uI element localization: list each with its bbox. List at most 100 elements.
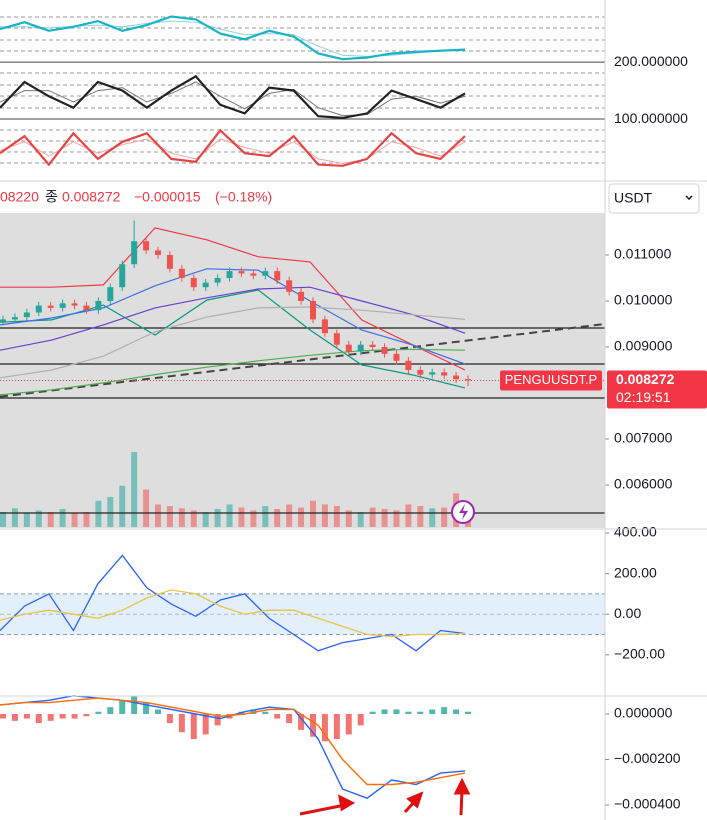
candle-body: [441, 372, 448, 376]
histogram-bar: [0, 713, 6, 719]
volume-bar: [441, 507, 448, 527]
currency-select[interactable]: USDT: [608, 183, 700, 214]
change-percent: (−0.18%): [215, 189, 272, 205]
candle-body: [0, 319, 6, 322]
y-tick-label: 200.000000: [614, 53, 688, 69]
series-line: [0, 697, 466, 786]
volume-bar: [23, 513, 30, 527]
series-line: [0, 74, 466, 120]
candle-body: [143, 241, 150, 251]
histogram-bar: [71, 713, 78, 719]
histogram-bar: [333, 713, 340, 740]
y-tick-label: 100.000000: [614, 110, 688, 126]
arrow-head: [338, 794, 356, 812]
histogram-bar: [405, 711, 412, 714]
histogram-bar: [155, 709, 161, 714]
volume-bar: [202, 512, 209, 527]
series-line: [0, 554, 466, 652]
volume-bar: [119, 485, 126, 527]
candle-body: [429, 372, 436, 375]
histogram-bar: [286, 713, 293, 724]
candle-body: [119, 264, 126, 288]
candle-body: [11, 317, 18, 320]
volume-bar: [274, 509, 281, 527]
volume-bar: [0, 512, 6, 527]
series-line: [0, 81, 466, 117]
histogram-bar: [357, 713, 364, 726]
currency-label[interactable]: USDT: [614, 190, 653, 206]
candle-body: [321, 319, 328, 334]
y-tick-label: 200.00: [614, 564, 657, 580]
candle-body: [369, 344, 376, 347]
histogram-bar: [95, 711, 102, 714]
y-tick-label: 0.000000: [614, 705, 673, 721]
symbol-tag: [500, 370, 602, 391]
candle-body: [381, 346, 388, 354]
volume-bar: [321, 504, 328, 527]
candle-body: [35, 305, 42, 313]
candle-body: [190, 277, 197, 288]
volume-bar: [298, 507, 305, 527]
volume-bar: [11, 508, 18, 527]
histogram-bar: [381, 709, 388, 714]
series-line: [0, 286, 466, 351]
volume-bar: [310, 500, 316, 527]
histogram-bar: [119, 700, 126, 714]
volume-bar: [381, 509, 388, 527]
last-price-label: 0.008272: [616, 371, 675, 387]
histogram-bar: [190, 713, 197, 740]
volume-bar: [369, 507, 376, 527]
change-value: −0.000015: [134, 189, 201, 205]
volume-bar: [262, 506, 269, 527]
volume-bar: [166, 506, 173, 527]
candle-body: [405, 360, 412, 370]
histogram-bar: [321, 713, 328, 742]
candle-body: [298, 291, 305, 301]
candle-body: [83, 305, 90, 311]
candle-body: [202, 282, 209, 288]
histogram-bar: [298, 713, 305, 730]
candle-body: [155, 250, 161, 255]
series-line: [0, 589, 466, 638]
histogram-bar: [166, 713, 173, 724]
y-tick-label: 0.00: [614, 605, 641, 621]
volume-bar: [429, 508, 436, 527]
candle-body: [333, 333, 340, 345]
candle-body: [465, 379, 471, 381]
histogram-bar: [11, 713, 18, 721]
candle-body: [417, 370, 424, 375]
candle-body: [23, 312, 30, 318]
candle-body: [47, 305, 54, 308]
candle-body: [262, 271, 269, 276]
volume-bar: [333, 506, 340, 527]
histogram-bar: [83, 713, 90, 717]
volume-bar: [131, 452, 138, 527]
volume-bar: [250, 510, 257, 527]
arrow: [299, 803, 346, 816]
histogram-bar: [429, 709, 436, 714]
histogram-bar: [465, 711, 471, 714]
candle-body: [95, 300, 102, 311]
close-value: 0.008272: [62, 189, 121, 205]
volume-bar: [417, 506, 424, 527]
series-line: [0, 268, 466, 365]
y-tick-label: −200.00: [614, 646, 665, 662]
histogram-bar: [369, 711, 376, 714]
volume-bar: [107, 497, 114, 527]
trend-line: [0, 323, 606, 398]
histogram-bar: [178, 713, 185, 733]
histogram-bar: [47, 713, 54, 721]
volume-bar: [71, 513, 78, 527]
dropdown-caret[interactable]: [685, 195, 693, 201]
histogram-bar: [453, 709, 460, 714]
lightning-icon[interactable]: [451, 500, 475, 524]
currency-box[interactable]: [608, 183, 700, 214]
volume-bar: [155, 504, 161, 527]
histogram-bar: [143, 702, 150, 714]
candle-body: [59, 303, 66, 308]
series-line: [0, 128, 466, 167]
icon-bolt[interactable]: [459, 504, 468, 520]
y-tick-label: 0.011000: [614, 246, 672, 262]
histogram-bar: [35, 713, 42, 724]
close-label: 종: [45, 189, 58, 205]
